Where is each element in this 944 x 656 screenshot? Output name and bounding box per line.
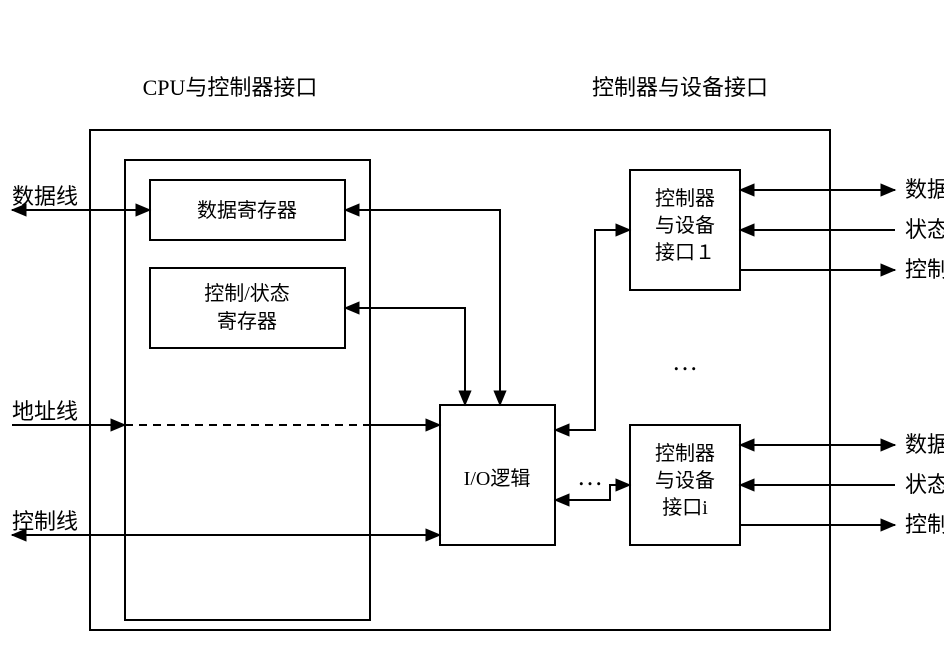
ctrl-status-label-2: 寄存器 <box>217 310 277 333</box>
ext-label-if1-data: 数据 <box>905 177 944 202</box>
device-ifi-label-1: 控制器 <box>655 442 715 465</box>
ctrl-status-register-box <box>150 268 345 348</box>
device-if1-label-1: 控制器 <box>655 187 715 210</box>
ext-label-if1-control: 控制 <box>905 257 944 282</box>
ellipsis-between-ifs: … <box>672 347 698 376</box>
device-if1-label-2: 与设备 <box>655 214 715 237</box>
device-ifi-label-2: 与设备 <box>655 469 715 492</box>
ext-label-control-line: 控制线 <box>12 509 78 534</box>
ext-label-ifi-control: 控制 <box>905 512 944 537</box>
device-ifi-label-3: 接口i <box>662 496 708 519</box>
ext-label-address-line: 地址线 <box>12 399 78 424</box>
io-logic-label: I/O逻辑 <box>464 467 531 490</box>
ellipsis-after-io: … <box>577 462 603 491</box>
ctrl-status-label-1: 控制/状态 <box>204 282 290 305</box>
ext-label-ifi-data: 数据 <box>905 432 944 457</box>
device-if1-label-3: 接口１ <box>655 241 715 264</box>
ext-label-data-line: 数据线 <box>12 184 78 209</box>
title-right: 控制器与设备接口 <box>592 75 768 100</box>
ext-label-ifi-status: 状态 <box>905 472 944 497</box>
data-register-label: 数据寄存器 <box>197 199 297 222</box>
title-left: CPU与控制器接口 <box>143 75 318 100</box>
ext-label-if1-status: 状态 <box>905 217 944 242</box>
device-controller-diagram: CPU与控制器接口 控制器与设备接口 数据寄存器 控制/状态 寄存器 I/O逻辑… <box>0 0 944 656</box>
